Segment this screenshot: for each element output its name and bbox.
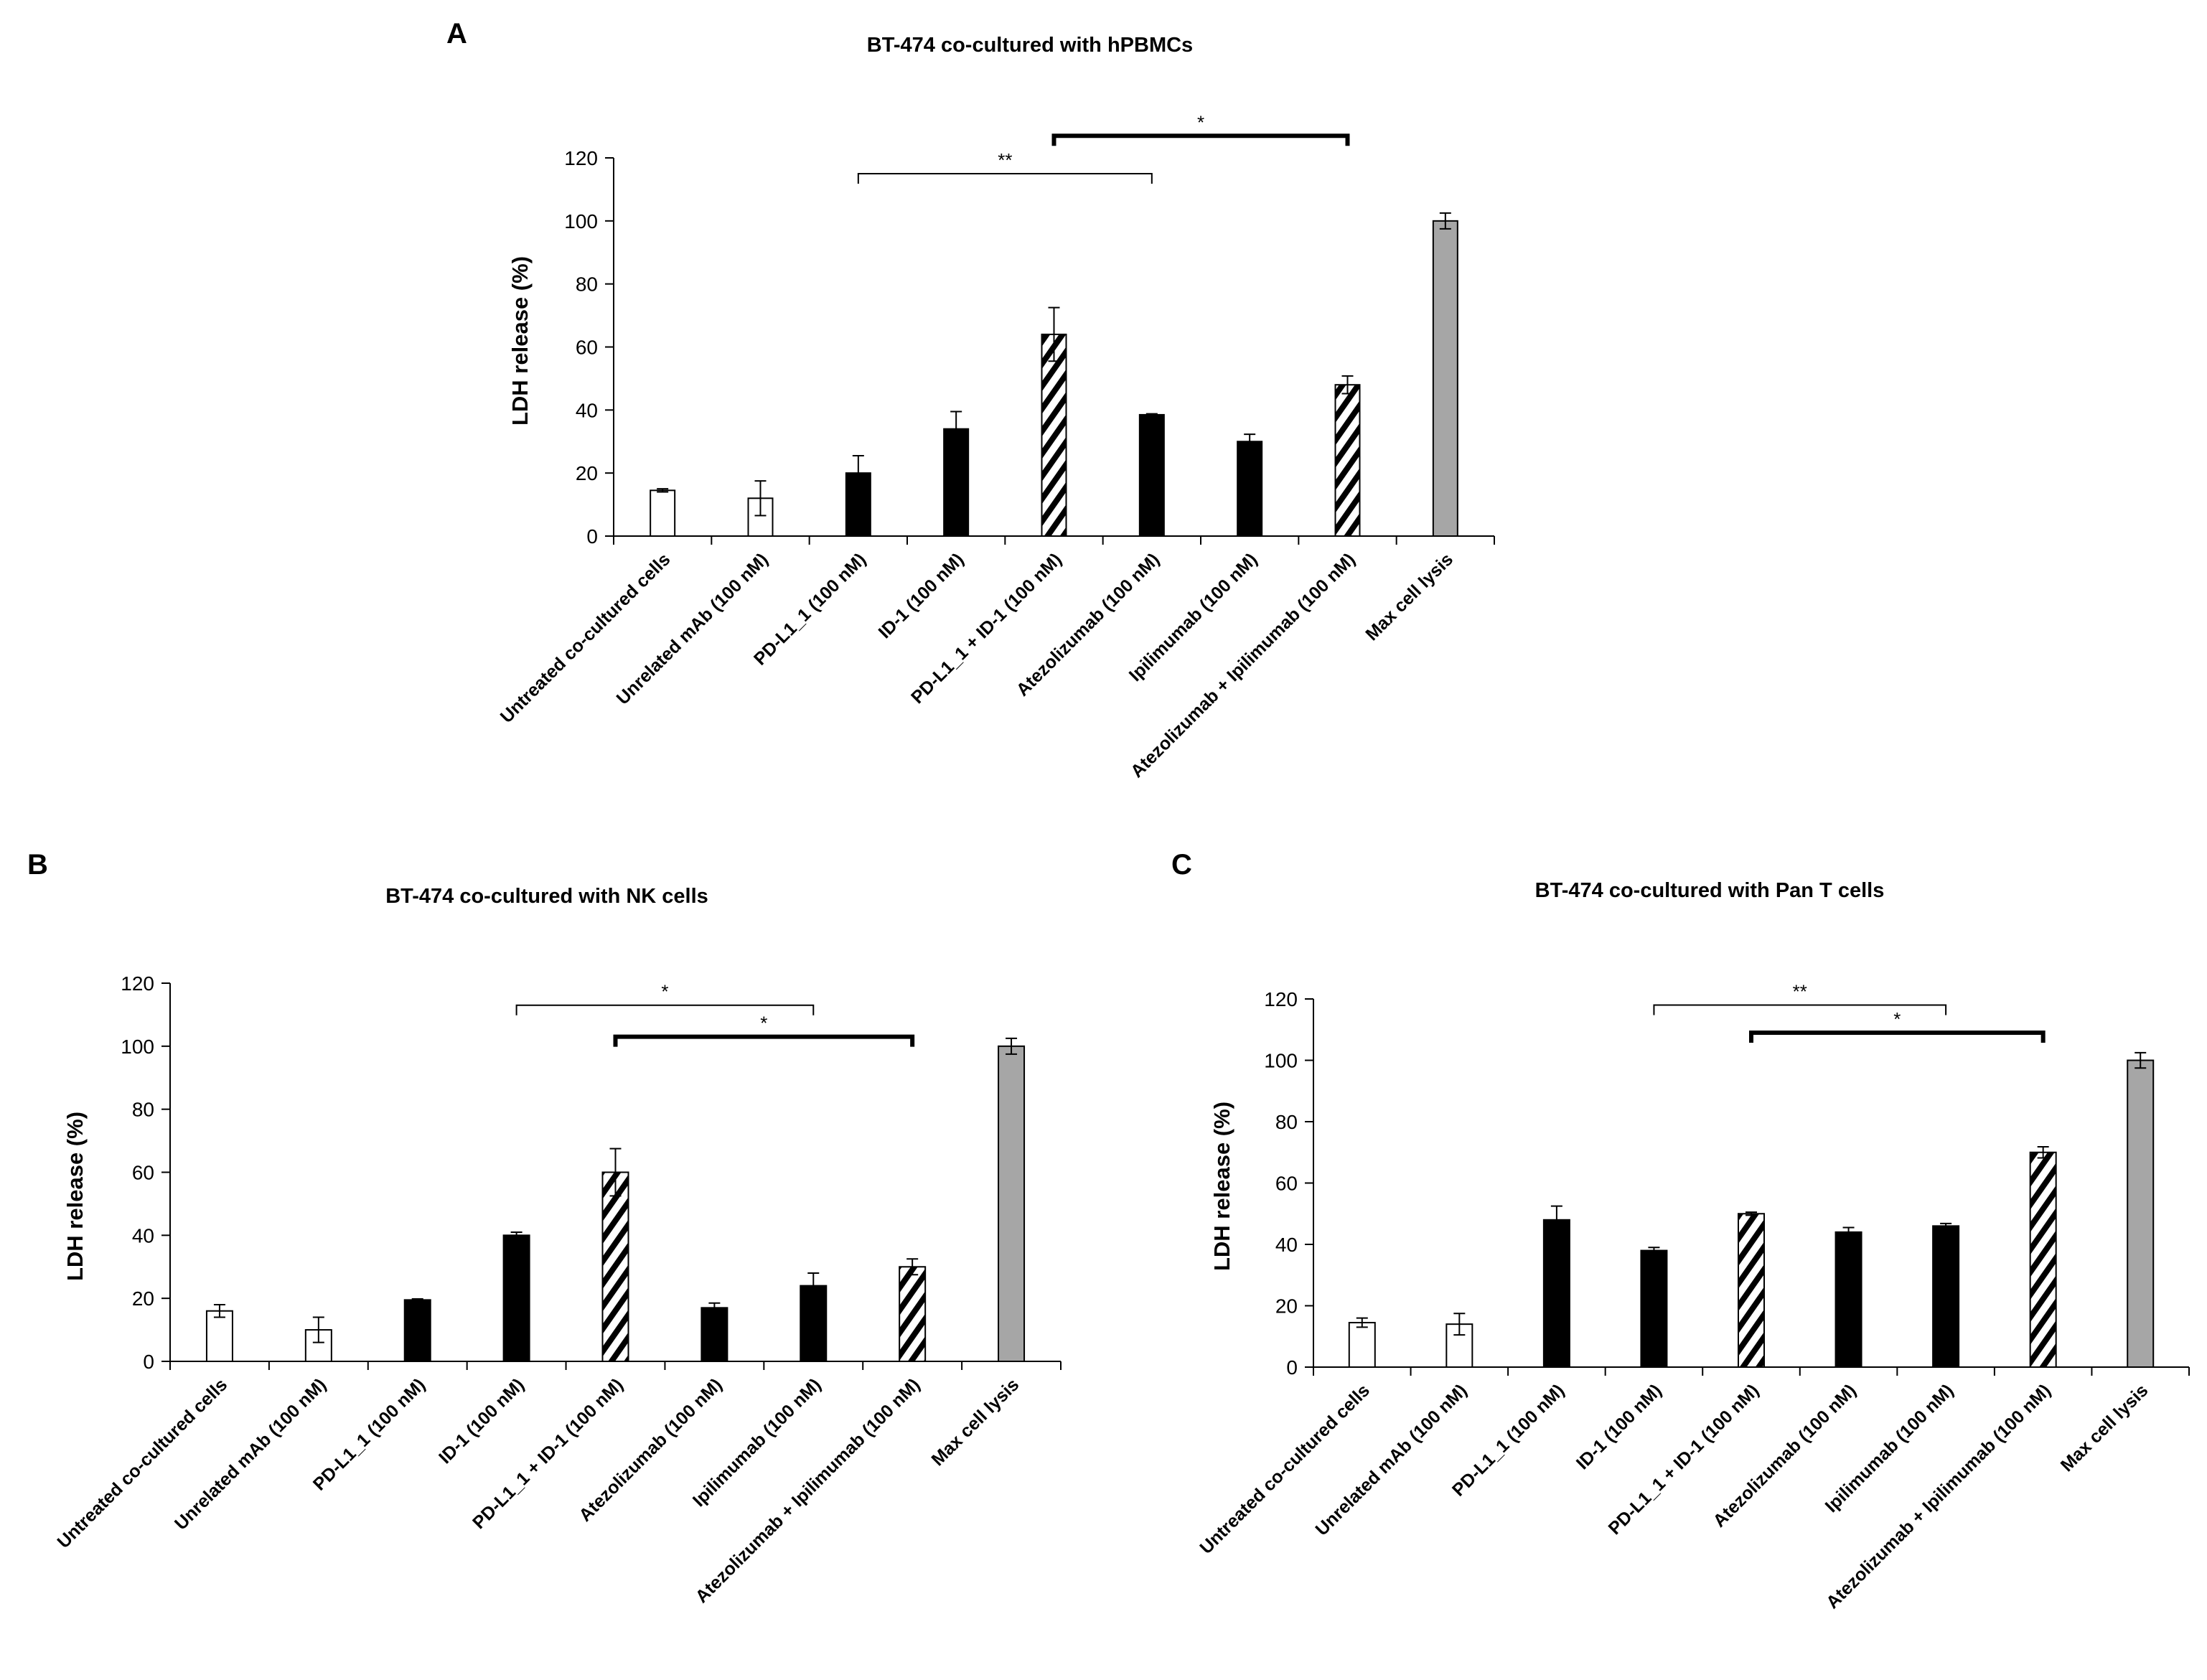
- panel-c-y-tick-label-80: 80: [1275, 1111, 1298, 1133]
- panel-b-y-tick-label-20: 20: [132, 1287, 154, 1310]
- panel-b-y-tick-label-100: 100: [121, 1036, 154, 1058]
- panel-c-y-tick-label-120: 120: [1264, 988, 1298, 1010]
- panel-b-significance-bracket-1: [613, 1034, 915, 1047]
- panel-a-bar-atezolizumab-ipilimumab-100-nm: [1334, 384, 1361, 538]
- panel-c-bar-untreated-co-cultured-cells: [1348, 1322, 1376, 1368]
- panel-b-bar-atezolizumab-ipilimumab-100-nm: [899, 1266, 927, 1362]
- panel-a-y-tick-label-60: 60: [576, 337, 598, 359]
- panel-c-y-tick-label-0: 0: [1286, 1356, 1298, 1379]
- panel-b-y-axis-label: LDH release (%): [62, 1112, 88, 1281]
- panel-b-y-tick-label-0: 0: [143, 1351, 154, 1373]
- panel-a-significance-bracket-1: [1051, 133, 1350, 146]
- panel-b-y-tick-label-80: 80: [132, 1099, 154, 1121]
- panel-a-title: BT-474 co-cultured with hPBMCs: [867, 34, 1193, 57]
- panel-a-bar-pd-l1-1-id-1-100-nm: [1041, 333, 1067, 537]
- panel-b-bar-pd-l1-1-id-1-100-nm: [601, 1171, 629, 1362]
- panel-c-bar-pd-l1-1-id-1-100-nm: [1738, 1213, 1765, 1368]
- panel-b-significance-bracket-0: [515, 1004, 815, 1015]
- panel-c-title: BT-474 co-cultured with Pan T cells: [1535, 879, 1885, 902]
- panel-b-bar-id-1-100-nm: [502, 1234, 530, 1363]
- panel-c-letter: C: [1171, 849, 1192, 881]
- panel-c-bar-atezolizumab-100-nm: [1835, 1231, 1862, 1369]
- panel-a-significance-label-1: *: [1197, 111, 1204, 133]
- panel-c-significance-bracket-1: [1749, 1031, 2046, 1043]
- panel-b-title: BT-474 co-cultured with NK cells: [385, 885, 708, 908]
- panel-a-y-tick-label-20: 20: [576, 462, 598, 484]
- panel-b-letter: B: [27, 849, 48, 881]
- panel-c-y-axis-label: LDH release (%): [1209, 1102, 1234, 1271]
- panel-a-letter: A: [446, 18, 467, 50]
- panel-a-y-axis-label: LDH release (%): [507, 256, 533, 426]
- panel-c-y-tick-label-60: 60: [1275, 1173, 1298, 1195]
- panel-c-bar-pd-l1-1-100-nm: [1542, 1219, 1570, 1369]
- panel-b-bar-max-cell-lysis: [998, 1045, 1026, 1363]
- panel-c-bar-max-cell-lysis: [2127, 1059, 2155, 1368]
- panel-c-y-tick-label-20: 20: [1275, 1295, 1298, 1318]
- panel-a-bar-max-cell-lysis: [1432, 220, 1458, 537]
- panel-b-y-tick-label-120: 120: [121, 972, 154, 995]
- panel-c-significance-label-0: **: [1793, 981, 1807, 1003]
- panel-a-y-tick-label-100: 100: [564, 210, 598, 233]
- panel-c-y-tick-label-100: 100: [1264, 1050, 1298, 1072]
- panel-c-bar-atezolizumab-ipilimumab-100-nm: [2029, 1151, 2057, 1368]
- panel-a-y-tick-label-120: 120: [564, 147, 598, 169]
- panel-b-bar-untreated-co-cultured-cells: [205, 1310, 233, 1362]
- panel-c-y-tick-label-40: 40: [1275, 1234, 1298, 1256]
- panel-c-bar-id-1-100-nm: [1640, 1249, 1668, 1369]
- panel-a-bar-atezolizumab-100-nm: [1138, 413, 1165, 537]
- panel-c-significance-bracket-0: [1653, 1004, 1947, 1015]
- panel-a-significance-label-0: **: [998, 149, 1012, 171]
- panel-b-y-tick-label-40: 40: [132, 1224, 154, 1247]
- panel-a-significance-bracket-0: [857, 172, 1153, 184]
- panel-c-significance-label-1: *: [1893, 1008, 1901, 1030]
- panel-b-significance-label-1: *: [760, 1013, 767, 1034]
- panel-a-y-tick-label-0: 0: [586, 525, 598, 548]
- panel-b-y-tick-label-60: 60: [132, 1162, 154, 1184]
- panel-a-y-tick-label-40: 40: [576, 399, 598, 421]
- panel-a-bar-ipilimumab-100-nm: [1237, 441, 1263, 537]
- panel-a-y-tick-label-80: 80: [576, 273, 598, 296]
- panel-b-bar-pd-l1-1-100-nm: [403, 1299, 431, 1363]
- panel-b-bar-atezolizumab-100-nm: [700, 1307, 728, 1363]
- panel-b-significance-label-0: *: [661, 981, 668, 1003]
- panel-a-bar-untreated-co-cultured-cells: [650, 489, 676, 538]
- panel-c-bar-ipilimumab-100-nm: [1932, 1225, 1960, 1368]
